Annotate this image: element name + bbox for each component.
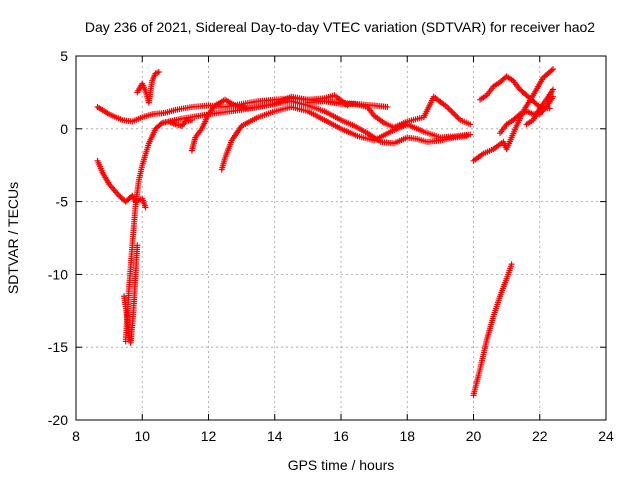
plus-marker [467, 131, 474, 138]
y-axis-tick-labels: -20 -15 -10 -5 0 5 [48, 48, 68, 428]
y-tick-label: -20 [48, 412, 68, 428]
plus-marker [451, 111, 458, 118]
plus-marker [508, 261, 515, 268]
y-axis-label: SDTVAR / TECUs [5, 182, 21, 294]
y-tick-label: -10 [48, 266, 68, 282]
plus-marker [142, 204, 149, 211]
chart-title: Day 236 of 2021, Sidereal Day-to-day VTE… [85, 19, 595, 35]
y-tick-label: 5 [60, 48, 68, 64]
plus-marker [134, 242, 141, 249]
y-tick-label: -5 [56, 194, 69, 210]
x-tick-label: 20 [466, 428, 482, 444]
x-tick-label: 22 [532, 428, 548, 444]
plus-marker [463, 133, 470, 140]
plus-marker [454, 114, 461, 121]
series-arc-d [121, 242, 141, 346]
x-axis-tick-labels: 8 10 12 14 16 18 20 22 24 [72, 428, 614, 444]
y-tick-label: 0 [60, 121, 68, 137]
series-arc-b [94, 157, 149, 211]
x-tick-label: 16 [333, 428, 349, 444]
plus-marker [550, 86, 556, 93]
plus-marker [155, 69, 162, 76]
plus-marker [449, 109, 456, 116]
series-arc-h [165, 98, 470, 147]
x-axis-label: GPS time / hours [288, 457, 395, 473]
x-tick-label: 12 [201, 428, 217, 444]
y-tick-label: -15 [48, 339, 68, 355]
plus-marker [550, 66, 556, 73]
series-arc-n [470, 261, 515, 399]
series-arc-j [477, 73, 553, 112]
plus-marker [384, 103, 391, 110]
axis-ticks [75, 55, 607, 421]
x-tick-label: 10 [134, 428, 150, 444]
x-tick-label: 24 [598, 428, 614, 444]
plus-marker [445, 105, 452, 112]
data-markers [94, 66, 556, 399]
series-arc-e [134, 69, 162, 106]
plus-marker [467, 121, 474, 128]
x-tick-label: 14 [267, 428, 283, 444]
plus-marker [452, 112, 459, 119]
series-arc-i [304, 93, 474, 131]
plus-marker [448, 108, 455, 115]
x-tick-label: 8 [72, 428, 80, 444]
x-tick-label: 18 [399, 428, 415, 444]
plus-marker [446, 106, 453, 113]
series-arc-m [523, 86, 556, 128]
